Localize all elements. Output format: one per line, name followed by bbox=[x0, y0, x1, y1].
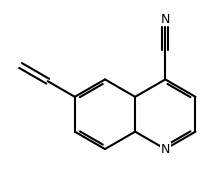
Text: N: N bbox=[161, 143, 170, 156]
Text: N: N bbox=[161, 13, 170, 26]
